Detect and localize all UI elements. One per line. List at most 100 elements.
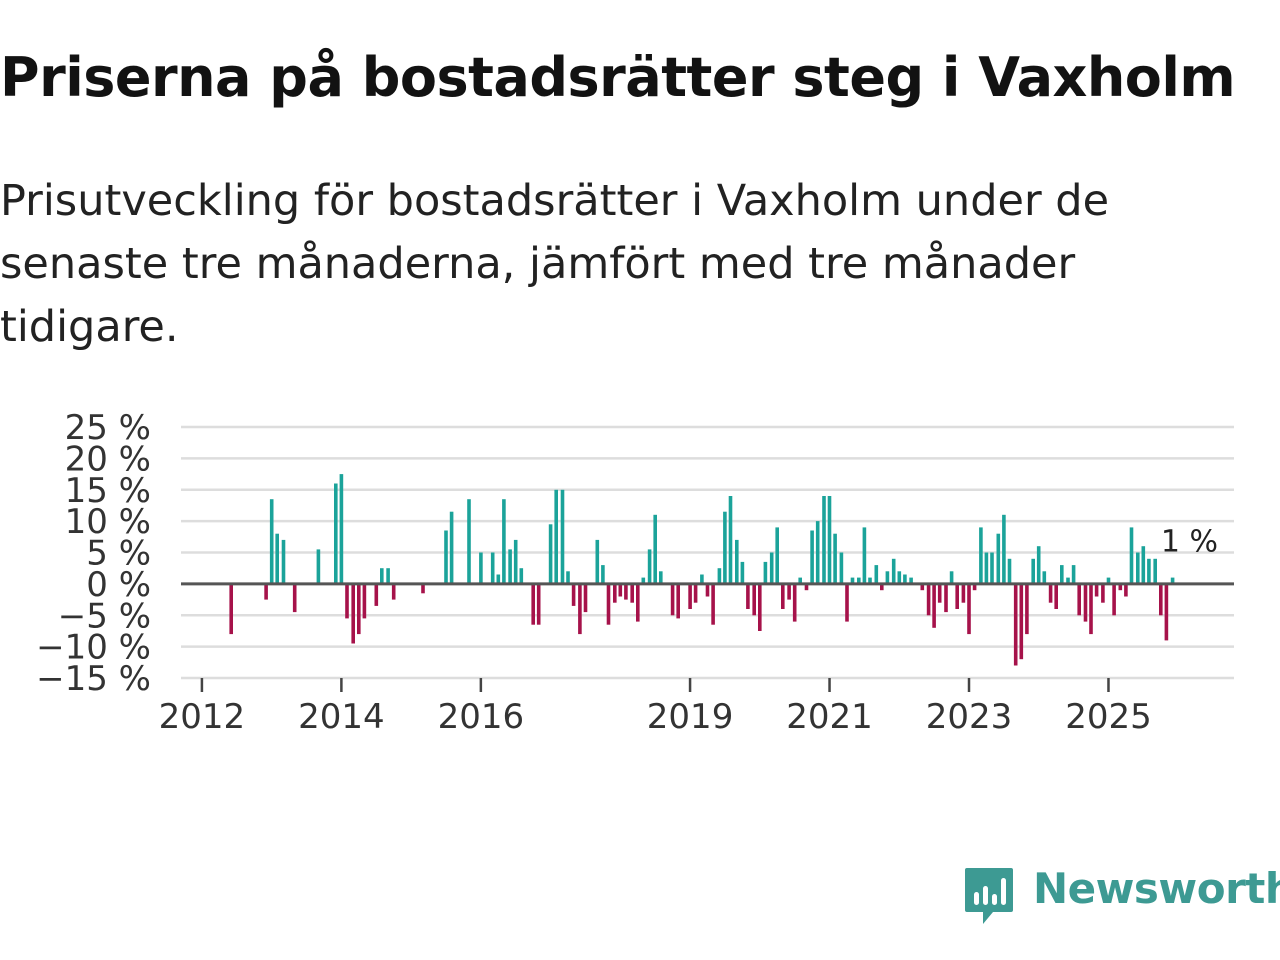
bar (746, 583, 750, 609)
bar (508, 549, 512, 584)
bar (554, 489, 558, 584)
bar (595, 539, 600, 584)
bar (979, 527, 983, 584)
bar (1159, 583, 1163, 616)
bar (571, 583, 576, 606)
bar (949, 571, 954, 584)
brand-name: Newsworthy (1033, 864, 1280, 913)
bar (740, 561, 745, 584)
bar (513, 539, 518, 584)
bar (827, 496, 832, 584)
bar (444, 530, 448, 584)
bar (1112, 583, 1116, 616)
bar (362, 583, 367, 619)
bar (1077, 583, 1081, 616)
bar (636, 583, 640, 622)
x-tick-label: 2021 (786, 697, 873, 737)
bar (833, 533, 837, 584)
bar (996, 533, 1001, 584)
bar (630, 583, 634, 603)
bar (531, 583, 535, 625)
bar (984, 552, 989, 584)
x-tick-label: 2016 (438, 697, 525, 737)
bar (613, 583, 617, 603)
bar (932, 583, 936, 628)
bar (1147, 558, 1151, 584)
bar (1094, 583, 1099, 597)
bar (972, 583, 977, 591)
bar (885, 571, 890, 584)
bar (606, 583, 611, 625)
bar (822, 496, 826, 584)
bar (792, 583, 797, 622)
bar (490, 552, 495, 584)
bar (717, 568, 722, 584)
y-tick-label: −10 % (36, 628, 151, 668)
bar-chart: 25 %20 %15 %10 %5 %0 %−5 %−10 %−15 % 201… (36, 408, 1234, 737)
bar (769, 552, 774, 584)
bar (380, 568, 384, 584)
y-axis-labels: 25 %20 %15 %10 %5 %0 %−5 %−10 %−15 % (36, 408, 151, 699)
bar (316, 549, 321, 584)
bar (560, 489, 565, 584)
bar (566, 571, 570, 584)
bar (292, 583, 297, 613)
bar (955, 583, 959, 609)
bar (857, 577, 861, 584)
bar (1031, 558, 1035, 584)
bar (264, 583, 268, 600)
x-tick-label: 2012 (159, 697, 246, 737)
bar (275, 533, 279, 584)
y-tick-label: 5 % (86, 534, 151, 574)
bar (269, 499, 274, 584)
bar (961, 583, 966, 603)
x-tick-label: 2014 (298, 697, 385, 737)
bar (351, 583, 355, 644)
bar (386, 568, 390, 584)
y-tick-label: 25 % (65, 408, 151, 448)
bar (1019, 583, 1024, 660)
bar (1060, 565, 1064, 584)
bar (345, 583, 349, 619)
bar (374, 583, 379, 606)
y-tick-label: 10 % (65, 502, 151, 542)
bar (1129, 527, 1134, 584)
bar (1170, 577, 1175, 584)
y-tick-label: 0 % (86, 565, 151, 605)
bar (705, 583, 710, 597)
bar (391, 583, 396, 600)
bar (926, 583, 931, 616)
bar (688, 583, 692, 609)
bar (601, 565, 605, 584)
grid-lines (181, 425, 1234, 680)
bar (798, 577, 802, 584)
bar (1164, 583, 1169, 641)
bar (839, 552, 844, 584)
bar (1025, 583, 1029, 635)
bar (449, 511, 454, 584)
bar (676, 583, 680, 619)
bar (787, 583, 791, 600)
chart-subtitle: Prisutveckling för bostadsrätter i Vaxho… (0, 176, 1110, 352)
bars (229, 474, 1175, 666)
x-tick-label: 2023 (926, 697, 1013, 737)
bar (937, 583, 942, 603)
bar (653, 514, 657, 584)
bar (850, 577, 855, 584)
y-tick-label: −5 % (58, 596, 151, 636)
bar (647, 549, 652, 584)
y-tick-label: 15 % (65, 471, 151, 511)
bar (496, 574, 501, 584)
bar (944, 583, 948, 613)
bar (229, 583, 233, 635)
bar (467, 499, 471, 584)
bar (583, 583, 588, 613)
bar (1002, 514, 1006, 584)
bar (519, 568, 524, 584)
bar (281, 539, 286, 584)
bar (891, 558, 896, 584)
bar (1036, 546, 1041, 584)
bar (700, 574, 704, 584)
bar (874, 565, 879, 584)
y-tick-label: 20 % (65, 439, 151, 479)
